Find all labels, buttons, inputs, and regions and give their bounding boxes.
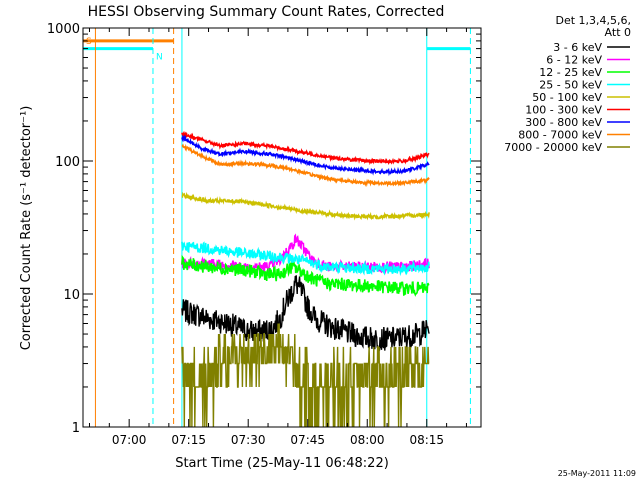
- legend-entry-label-2: 12 - 25 keV: [539, 66, 602, 79]
- x-tick-label: 08:00: [350, 433, 385, 447]
- series-trace-4: [181, 191, 430, 221]
- series-trace-7: [181, 143, 430, 188]
- series-trace-0: [181, 275, 430, 353]
- chart-title: HESSI Observing Summary Count Rates, Cor…: [88, 4, 445, 20]
- legend-entry-label-3: 25 - 50 keV: [539, 79, 602, 92]
- x-tick-label: 07:15: [171, 433, 206, 447]
- plot-frame: [82, 27, 482, 428]
- legend-header-line-2: Att 0: [605, 26, 631, 39]
- x-axis-label: Start Time (25-May-11 06:48:22): [175, 456, 389, 471]
- legend-entry-label-8: 7000 - 20000 keV: [504, 141, 602, 154]
- series-trace-6: [181, 134, 430, 177]
- y-tick-label: 1: [72, 421, 80, 436]
- detector-flag-bars: [83, 39, 471, 51]
- flag-label-n: N: [156, 53, 163, 63]
- y-tick-label: 10: [63, 288, 80, 303]
- plot-timestamp: 25-May-2011 11:09: [558, 469, 636, 478]
- x-tick-label: 07:30: [231, 433, 266, 447]
- legend-entry-label-4: 50 - 100 keV: [532, 91, 602, 104]
- y-tick-label: 1000: [47, 22, 80, 37]
- x-tick-label: 07:00: [112, 433, 147, 447]
- series-trace-8: [181, 323, 430, 427]
- legend-entry-label-5: 100 - 300 keV: [525, 104, 602, 117]
- legend-entry-label-0: 3 - 6 keV: [553, 41, 602, 54]
- x-axis: 07:00 07:15 07:30 07:45 08:00 08:15: [88, 28, 467, 447]
- x-tick-label: 07:45: [290, 433, 325, 447]
- legend-entry-label-6: 300 - 800 keV: [525, 116, 602, 129]
- y-axis-label: Corrected Count Rate (s⁻¹ detector⁻¹): [19, 106, 34, 351]
- series-trace-3: [181, 241, 430, 277]
- series-trace-5: [181, 130, 430, 166]
- count-rate-series: [181, 130, 430, 427]
- flag-label-s: S: [86, 37, 92, 47]
- legend-header-line-1: Det 1,3,4,5,6,: [555, 14, 631, 27]
- y-tick-label: 100: [55, 155, 80, 170]
- legend-entry-label-7: 800 - 7000 keV: [518, 129, 602, 142]
- legend-entry-label-1: 6 - 12 keV: [546, 54, 602, 67]
- x-tick-label: 08:15: [409, 433, 444, 447]
- series-trace-2: [181, 254, 430, 297]
- y-axis: 1 10 100 1000: [47, 22, 481, 436]
